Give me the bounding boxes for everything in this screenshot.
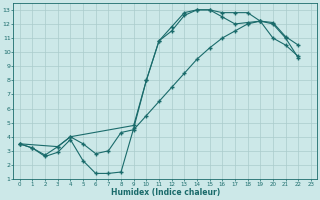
X-axis label: Humidex (Indice chaleur): Humidex (Indice chaleur) [111, 188, 220, 197]
